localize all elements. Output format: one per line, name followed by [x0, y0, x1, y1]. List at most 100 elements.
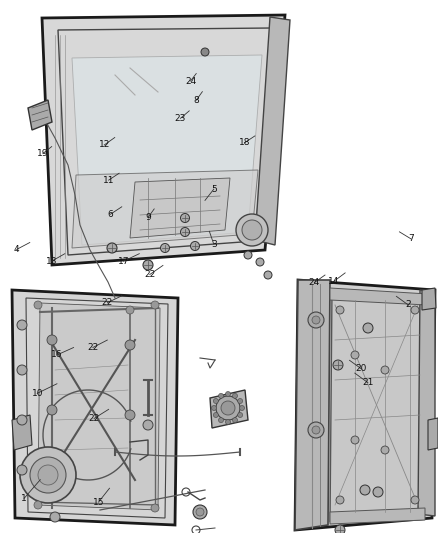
Text: 13: 13 — [46, 257, 57, 265]
Circle shape — [193, 505, 207, 519]
Circle shape — [213, 413, 219, 417]
Circle shape — [351, 351, 359, 359]
Text: 3: 3 — [211, 240, 217, 248]
Circle shape — [17, 465, 27, 475]
Text: 18: 18 — [239, 139, 250, 147]
Circle shape — [17, 415, 27, 425]
Circle shape — [242, 220, 262, 240]
Polygon shape — [72, 170, 258, 248]
Circle shape — [143, 260, 153, 270]
Circle shape — [47, 405, 57, 415]
Circle shape — [213, 399, 219, 403]
Polygon shape — [295, 280, 435, 530]
Circle shape — [196, 508, 204, 516]
Polygon shape — [255, 17, 290, 245]
Circle shape — [373, 487, 383, 497]
Circle shape — [312, 426, 320, 434]
Circle shape — [34, 501, 42, 509]
Circle shape — [160, 244, 170, 253]
Polygon shape — [38, 303, 160, 510]
Circle shape — [363, 323, 373, 333]
Circle shape — [50, 512, 60, 522]
Text: 14: 14 — [328, 277, 339, 286]
Text: 19: 19 — [37, 149, 49, 158]
Circle shape — [336, 306, 344, 314]
Polygon shape — [295, 280, 330, 530]
Circle shape — [191, 241, 199, 251]
Circle shape — [143, 420, 153, 430]
Text: 12: 12 — [99, 141, 110, 149]
Polygon shape — [12, 290, 178, 525]
Circle shape — [335, 525, 345, 533]
Circle shape — [34, 301, 42, 309]
Polygon shape — [330, 288, 428, 305]
Text: 2: 2 — [406, 301, 411, 309]
Circle shape — [126, 306, 134, 314]
Circle shape — [308, 422, 324, 438]
Circle shape — [38, 465, 58, 485]
Text: 22: 22 — [87, 343, 99, 352]
Text: 23: 23 — [175, 114, 186, 123]
Circle shape — [236, 214, 268, 246]
Circle shape — [360, 485, 370, 495]
Polygon shape — [130, 178, 230, 238]
Text: 10: 10 — [32, 389, 43, 398]
Text: 7: 7 — [408, 235, 414, 243]
Circle shape — [244, 251, 252, 259]
Circle shape — [264, 271, 272, 279]
Circle shape — [308, 312, 324, 328]
Text: 22: 22 — [102, 298, 113, 307]
Circle shape — [233, 418, 237, 423]
Circle shape — [201, 48, 209, 56]
Polygon shape — [210, 390, 248, 428]
Circle shape — [17, 320, 27, 330]
Text: 21: 21 — [362, 378, 374, 387]
Text: 20: 20 — [356, 365, 367, 373]
Text: 17: 17 — [118, 257, 129, 265]
Polygon shape — [330, 290, 428, 522]
Text: 5: 5 — [211, 185, 217, 193]
Circle shape — [221, 401, 235, 415]
Circle shape — [411, 306, 419, 314]
Circle shape — [351, 436, 359, 444]
Circle shape — [381, 446, 389, 454]
Circle shape — [125, 410, 135, 420]
Circle shape — [125, 340, 135, 350]
Text: 22: 22 — [144, 270, 155, 279]
Circle shape — [180, 228, 190, 237]
Circle shape — [212, 406, 216, 410]
Text: 8: 8 — [193, 96, 199, 104]
Circle shape — [107, 243, 117, 253]
Circle shape — [47, 335, 57, 345]
Circle shape — [233, 393, 237, 398]
Text: 1: 1 — [21, 494, 27, 503]
Circle shape — [151, 504, 159, 512]
Text: 24: 24 — [309, 278, 320, 287]
Circle shape — [226, 392, 230, 397]
Circle shape — [30, 457, 66, 493]
Polygon shape — [428, 418, 438, 450]
Circle shape — [312, 316, 320, 324]
Text: 4: 4 — [14, 245, 19, 254]
Circle shape — [180, 214, 190, 222]
Polygon shape — [330, 508, 425, 524]
Circle shape — [381, 366, 389, 374]
Polygon shape — [28, 100, 52, 130]
Circle shape — [240, 406, 244, 410]
Polygon shape — [72, 55, 262, 245]
Circle shape — [17, 365, 27, 375]
Text: 9: 9 — [145, 213, 151, 222]
Circle shape — [256, 258, 264, 266]
Text: 16: 16 — [51, 351, 63, 359]
Polygon shape — [12, 415, 32, 450]
Circle shape — [219, 393, 223, 398]
Circle shape — [219, 418, 223, 423]
Circle shape — [20, 447, 76, 503]
Text: 6: 6 — [107, 210, 113, 219]
Polygon shape — [422, 288, 436, 310]
Circle shape — [226, 419, 230, 424]
Circle shape — [151, 301, 159, 309]
Circle shape — [333, 360, 343, 370]
Circle shape — [238, 399, 243, 403]
Text: 15: 15 — [93, 498, 104, 506]
